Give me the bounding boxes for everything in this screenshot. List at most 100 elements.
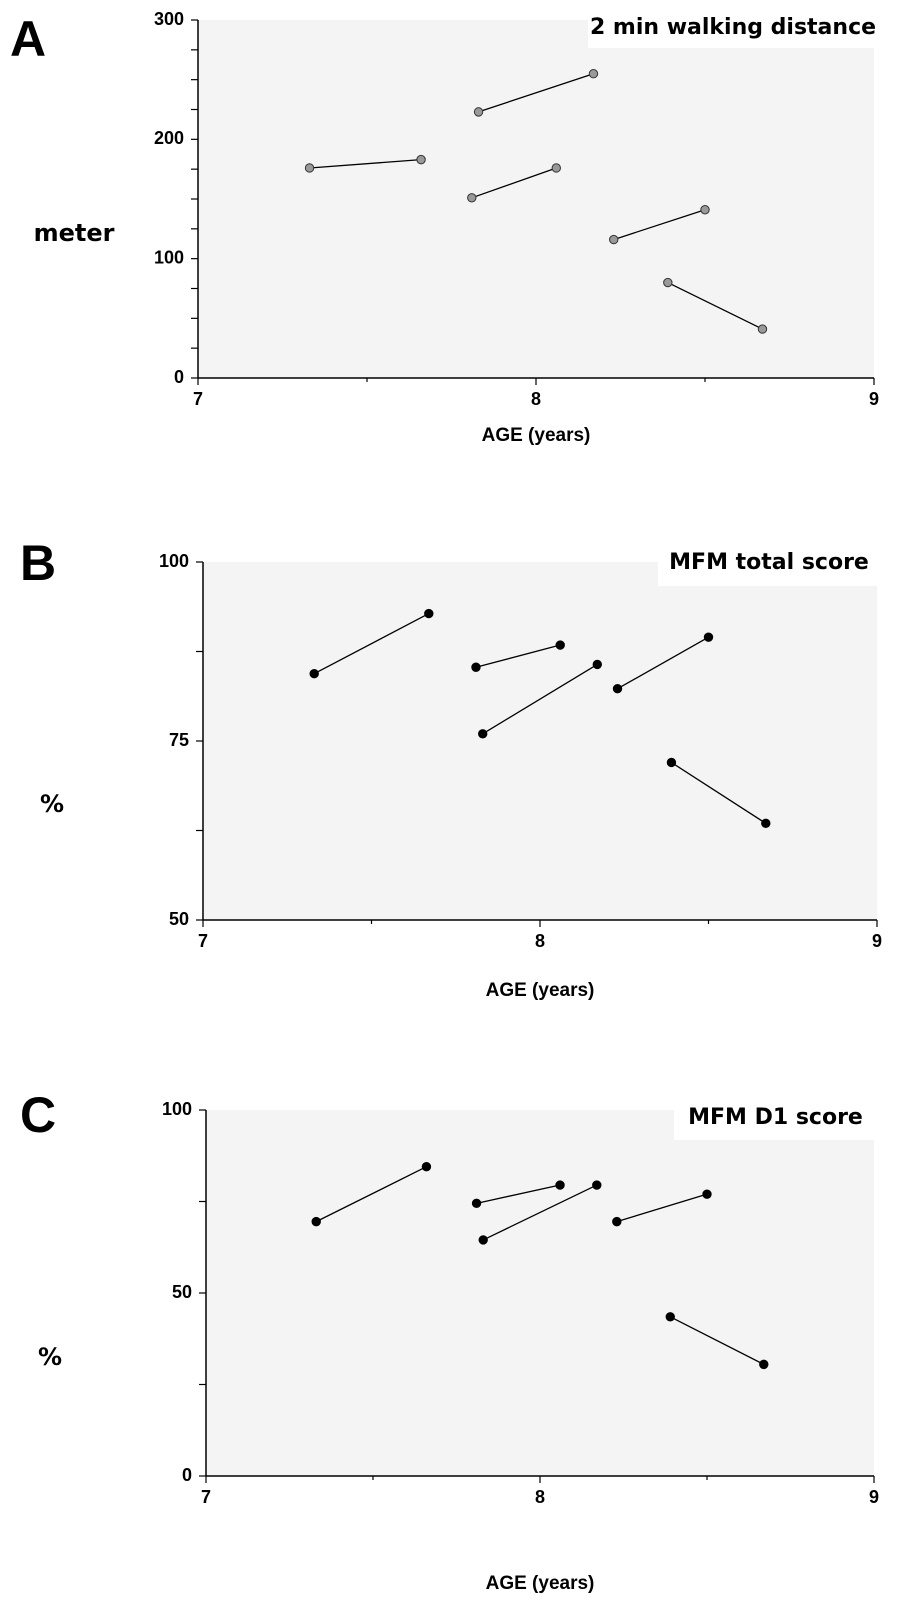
panel-a-y-tick-label: 200 bbox=[154, 128, 184, 148]
panel-c-series-3 bbox=[478, 1180, 602, 1245]
panel-c-series-line bbox=[616, 1193, 708, 1223]
panel-b-x-tick-label: 7 bbox=[198, 931, 208, 951]
panel-c-y-axis-title: % bbox=[38, 1343, 62, 1371]
panel-b-series-4 bbox=[612, 632, 714, 694]
panel-a: 2 min walking distance A 0 100 200 300 7 8 9 AGE … bbox=[10, 0, 879, 446]
panel-c-x-tick-label: 7 bbox=[201, 1487, 211, 1507]
panel-c-series-5 bbox=[665, 1312, 769, 1370]
panel-c-panel-letter: C bbox=[20, 1087, 56, 1143]
panel-b-x-tick-label: 9 bbox=[872, 931, 882, 951]
panel-a-series-2 bbox=[473, 69, 599, 117]
panel-a-data-point bbox=[757, 324, 768, 334]
panel-b-title-box bbox=[658, 540, 880, 586]
panel-b-data-point bbox=[666, 757, 677, 768]
panel-a-series-line bbox=[667, 281, 763, 330]
panel-a-data-point bbox=[700, 205, 710, 215]
panel-a-plot-area bbox=[198, 20, 874, 378]
panel-a-x-axis-title: AGE (years) bbox=[482, 425, 591, 446]
panel-b-series-5 bbox=[666, 757, 771, 829]
panel-c-data-point bbox=[702, 1189, 712, 1199]
panel-b-data-point bbox=[424, 608, 434, 619]
panel-c-x-axis-title: AGE (years) bbox=[486, 1573, 595, 1594]
panel-a-y-axis-title: meter bbox=[34, 219, 115, 247]
panel-c-series-4 bbox=[612, 1189, 712, 1227]
panel-b-data-point bbox=[471, 662, 481, 672]
panel-c-x-tick-label: 8 bbox=[535, 1487, 545, 1507]
panel-c-data-point bbox=[478, 1235, 488, 1245]
panel-a-data-point bbox=[304, 163, 315, 173]
panel-b-data-point bbox=[478, 729, 488, 739]
panel-a-series-5 bbox=[663, 277, 768, 334]
panel-c-data-point bbox=[612, 1216, 622, 1227]
panel-c-data-point bbox=[555, 1180, 565, 1190]
panel-a-series-line bbox=[471, 167, 557, 199]
panel-b-chart-title: MFM total score bbox=[669, 550, 869, 575]
panel-a-x-tick-label: 9 bbox=[869, 389, 879, 409]
panel-b-series-line bbox=[313, 612, 430, 675]
panel-a-data-point bbox=[551, 163, 561, 173]
panel-b-series-3 bbox=[478, 659, 602, 739]
panel-c-data-point bbox=[421, 1162, 432, 1172]
panel-b-y-tick-label: 100 bbox=[159, 551, 189, 571]
panel-a-series-line bbox=[309, 158, 422, 169]
panel-c-series-line bbox=[476, 1184, 561, 1204]
panel-a-series-4 bbox=[609, 205, 710, 245]
panel-a-data-point bbox=[609, 234, 619, 245]
panel-a-x-tick-label: 8 bbox=[531, 389, 541, 409]
panel-b-series-2 bbox=[471, 640, 565, 672]
panel-c-plot-area bbox=[206, 1110, 874, 1476]
panel-c-series-line bbox=[669, 1316, 765, 1365]
panel-a-panel-letter: A bbox=[10, 11, 46, 67]
panel-b-series-line bbox=[617, 636, 709, 690]
panel-c-data-point bbox=[592, 1180, 602, 1190]
panel-c-data-point bbox=[311, 1216, 321, 1227]
panel-b-data-point bbox=[761, 818, 771, 829]
panel-b-data-point bbox=[592, 659, 602, 670]
panel-c-title-box bbox=[674, 1088, 877, 1140]
panel-b: MFM total score B 50 75 100 7 8 9 AGE (years)% bbox=[20, 535, 882, 1001]
panel-c-chart-title: MFM D1 score bbox=[688, 1105, 863, 1130]
panel-b-y-axis-title: % bbox=[40, 790, 64, 818]
panel-a-series-1 bbox=[304, 154, 426, 173]
panel-c-series-line bbox=[315, 1166, 427, 1223]
panel-c-data-point bbox=[471, 1198, 482, 1209]
panel-b-plot-area bbox=[203, 562, 877, 920]
panel-c-series-2 bbox=[471, 1180, 565, 1209]
panel-a-series-3 bbox=[467, 163, 561, 203]
panel-c: MFM D1 score C 0 50 100 7 8 9 AGE (years)% bbox=[20, 1087, 879, 1594]
panel-b-data-point bbox=[612, 684, 623, 694]
panel-b-panel-letter: B bbox=[20, 535, 56, 591]
panel-a-data-point bbox=[663, 277, 673, 288]
panel-b-x-tick-label: 8 bbox=[535, 931, 545, 951]
panel-b-data-point bbox=[703, 632, 714, 642]
panel-a-title-box bbox=[588, 0, 878, 48]
panel-b-y-tick-label: 75 bbox=[169, 730, 189, 750]
panel-c-y-tick-label: 100 bbox=[162, 1099, 192, 1119]
panel-c-y-tick-label: 0 bbox=[182, 1465, 192, 1485]
panel-c-y-tick-label: 50 bbox=[172, 1282, 192, 1302]
panel-b-data-point bbox=[555, 640, 565, 650]
panel-c-x-tick-label: 9 bbox=[869, 1487, 879, 1507]
panel-b-series-line bbox=[482, 663, 598, 735]
panel-a-x-tick-label: 7 bbox=[193, 389, 203, 409]
panel-a-y-tick-label: 100 bbox=[154, 247, 184, 267]
panel-a-data-point bbox=[467, 193, 477, 203]
panel-a-chart-title: 2 min walking distance bbox=[590, 15, 876, 40]
panel-c-data-point bbox=[665, 1312, 675, 1322]
panel-a-data-point bbox=[473, 107, 484, 117]
panel-b-x-axis-title: AGE (years) bbox=[486, 980, 595, 1001]
panel-b-data-point bbox=[309, 668, 319, 679]
panel-b-series-line bbox=[475, 644, 561, 668]
panel-a-y-tick-label: 0 bbox=[174, 367, 184, 387]
panel-a-data-point bbox=[588, 69, 599, 79]
panel-b-series-1 bbox=[309, 608, 434, 679]
panel-a-y-tick-label: 300 bbox=[154, 9, 184, 29]
panel-c-series-line bbox=[482, 1184, 598, 1241]
panel-c-series-1 bbox=[311, 1162, 432, 1227]
panel-c-data-point bbox=[759, 1359, 769, 1370]
panel-b-y-tick-label: 50 bbox=[169, 909, 189, 929]
panel-a-data-point bbox=[416, 154, 426, 165]
panel-b-series-line bbox=[671, 761, 767, 824]
